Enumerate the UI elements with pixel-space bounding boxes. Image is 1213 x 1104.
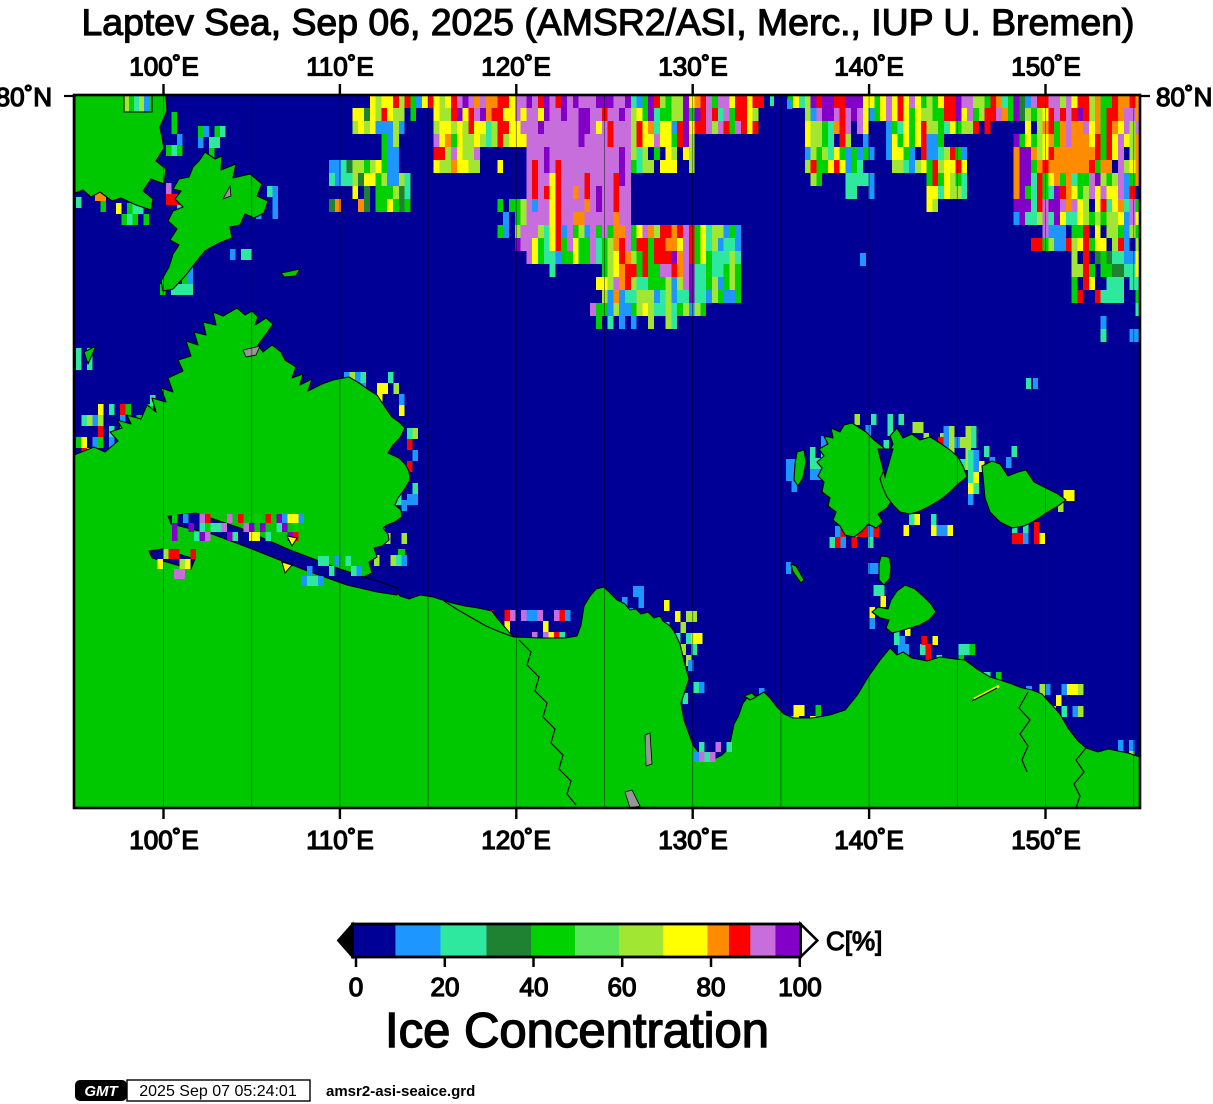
svg-text:80˚N: 80˚N	[1156, 82, 1212, 112]
svg-text:140˚E: 140˚E	[834, 825, 903, 855]
svg-text:2025 Sep 07 05:24:01: 2025 Sep 07 05:24:01	[139, 1083, 297, 1100]
svg-text:130˚E: 130˚E	[658, 825, 727, 855]
svg-text:40: 40	[520, 972, 549, 1002]
svg-text:GMT: GMT	[84, 1083, 119, 1100]
svg-text:130˚E: 130˚E	[658, 52, 727, 82]
svg-text:0: 0	[349, 972, 363, 1002]
svg-text:110˚E: 110˚E	[306, 52, 373, 82]
svg-text:100˚E: 100˚E	[129, 825, 198, 855]
svg-text:20: 20	[431, 972, 460, 1002]
svg-text:Laptev Sea, Sep 06, 2025 (AMSR: Laptev Sea, Sep 06, 2025 (AMSR2/ASI, Mer…	[82, 1, 1135, 43]
svg-text:140˚E: 140˚E	[834, 52, 903, 82]
svg-text:150˚E: 150˚E	[1011, 52, 1080, 82]
svg-text:80˚N: 80˚N	[0, 82, 52, 112]
svg-text:C[%]: C[%]	[826, 926, 882, 956]
svg-text:100˚E: 100˚E	[129, 52, 198, 82]
svg-text:150˚E: 150˚E	[1011, 825, 1080, 855]
svg-text:120˚E: 120˚E	[481, 52, 550, 82]
svg-text:Ice Concentration: Ice Concentration	[385, 1004, 769, 1058]
svg-text:amsr2-asi-seaice.grd: amsr2-asi-seaice.grd	[326, 1083, 475, 1100]
svg-text:60: 60	[608, 972, 637, 1002]
svg-text:110˚E: 110˚E	[306, 825, 373, 855]
svg-text:100: 100	[778, 972, 821, 1002]
svg-text:80: 80	[697, 972, 726, 1002]
svg-text:120˚E: 120˚E	[481, 825, 550, 855]
